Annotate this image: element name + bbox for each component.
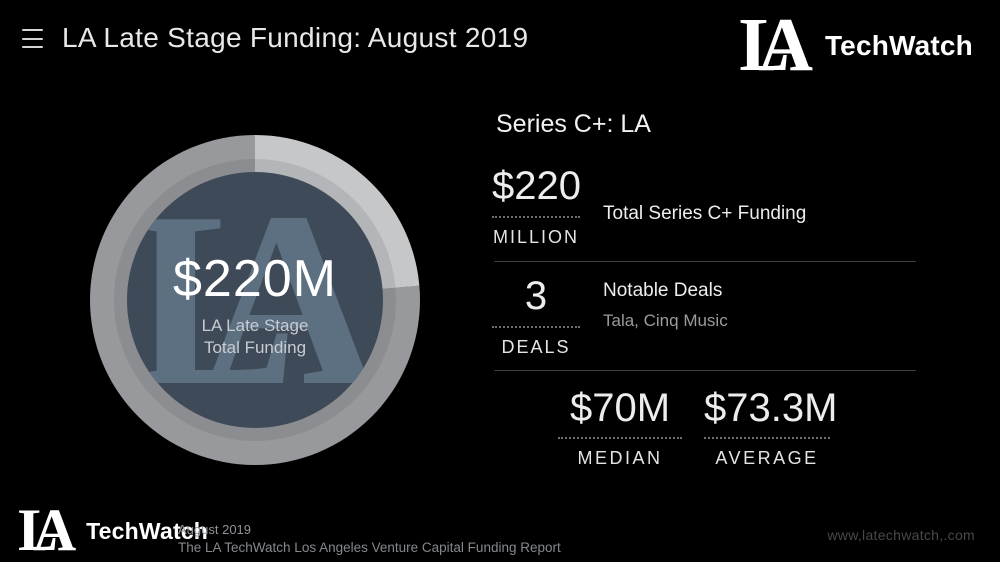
donut-total-value: $220M xyxy=(173,250,337,308)
la-watermark: LA xyxy=(131,172,378,428)
brand-name: TechWatch xyxy=(86,518,209,544)
hamburger-menu-icon[interactable] xyxy=(22,29,43,48)
donut-chart: LA $220M LA Late Stage Total Funding xyxy=(90,135,420,465)
brand-name: TechWatch xyxy=(824,30,973,62)
hamburger-line xyxy=(22,37,43,40)
donut-center-label: LA Late Stage Total Funding xyxy=(201,316,309,357)
dotted-divider xyxy=(704,437,830,439)
latechwatch-logo-footer: LA TechWatch xyxy=(18,497,209,562)
dotted-divider xyxy=(492,326,580,328)
la-monogram-icon: LA xyxy=(18,497,76,562)
la-monogram-icon: LA xyxy=(739,3,813,87)
donut-center: LA $220M LA Late Stage Total Funding xyxy=(127,172,383,428)
stat-value: 3 xyxy=(524,274,548,318)
donut-center-text: $220M LA Late Stage Total Funding xyxy=(173,249,337,359)
footer-date: August 2019 xyxy=(178,522,252,537)
stat-value: $73.3M xyxy=(704,386,838,430)
stat-unit: AVERAGE xyxy=(715,448,819,468)
row-label-total-funding: Total Series C+ Funding xyxy=(603,203,807,224)
hamburger-line xyxy=(22,29,43,31)
latechwatch-logo: LA TechWatch xyxy=(739,3,973,87)
footer-text: August 2019 The LA TechWatch Los Angeles… xyxy=(178,522,561,555)
stat-unit: MEDIAN xyxy=(577,448,663,468)
stat-average: $73.3M AVERAGE xyxy=(704,386,838,469)
divider xyxy=(494,370,916,371)
footer-report-title: The LA TechWatch Los Angeles Venture Cap… xyxy=(178,540,561,555)
footer-website: www,latechwatch,.com xyxy=(827,527,975,543)
dotted-divider xyxy=(492,216,580,218)
stat-unit: DEALS xyxy=(501,337,571,357)
page-title: LA Late Stage Funding: August 2019 xyxy=(62,22,529,53)
stat-total-funding: $220 MILLION xyxy=(492,164,581,248)
row-label-notable-deals: Notable Deals xyxy=(603,280,723,301)
panel-heading: Series C+: LA xyxy=(496,110,651,138)
stat-median: $70M MEDIAN xyxy=(558,388,682,469)
stat-value: $220 xyxy=(492,164,581,208)
stat-value: $70M xyxy=(569,386,671,430)
row-sublabel-deal-names: Tala, Cinq Music xyxy=(603,311,728,330)
stat-deals: 3 DEALS xyxy=(492,276,580,358)
stat-unit: MILLION xyxy=(492,227,580,247)
dotted-divider xyxy=(558,437,682,439)
hamburger-line xyxy=(22,46,43,48)
divider xyxy=(494,261,916,262)
